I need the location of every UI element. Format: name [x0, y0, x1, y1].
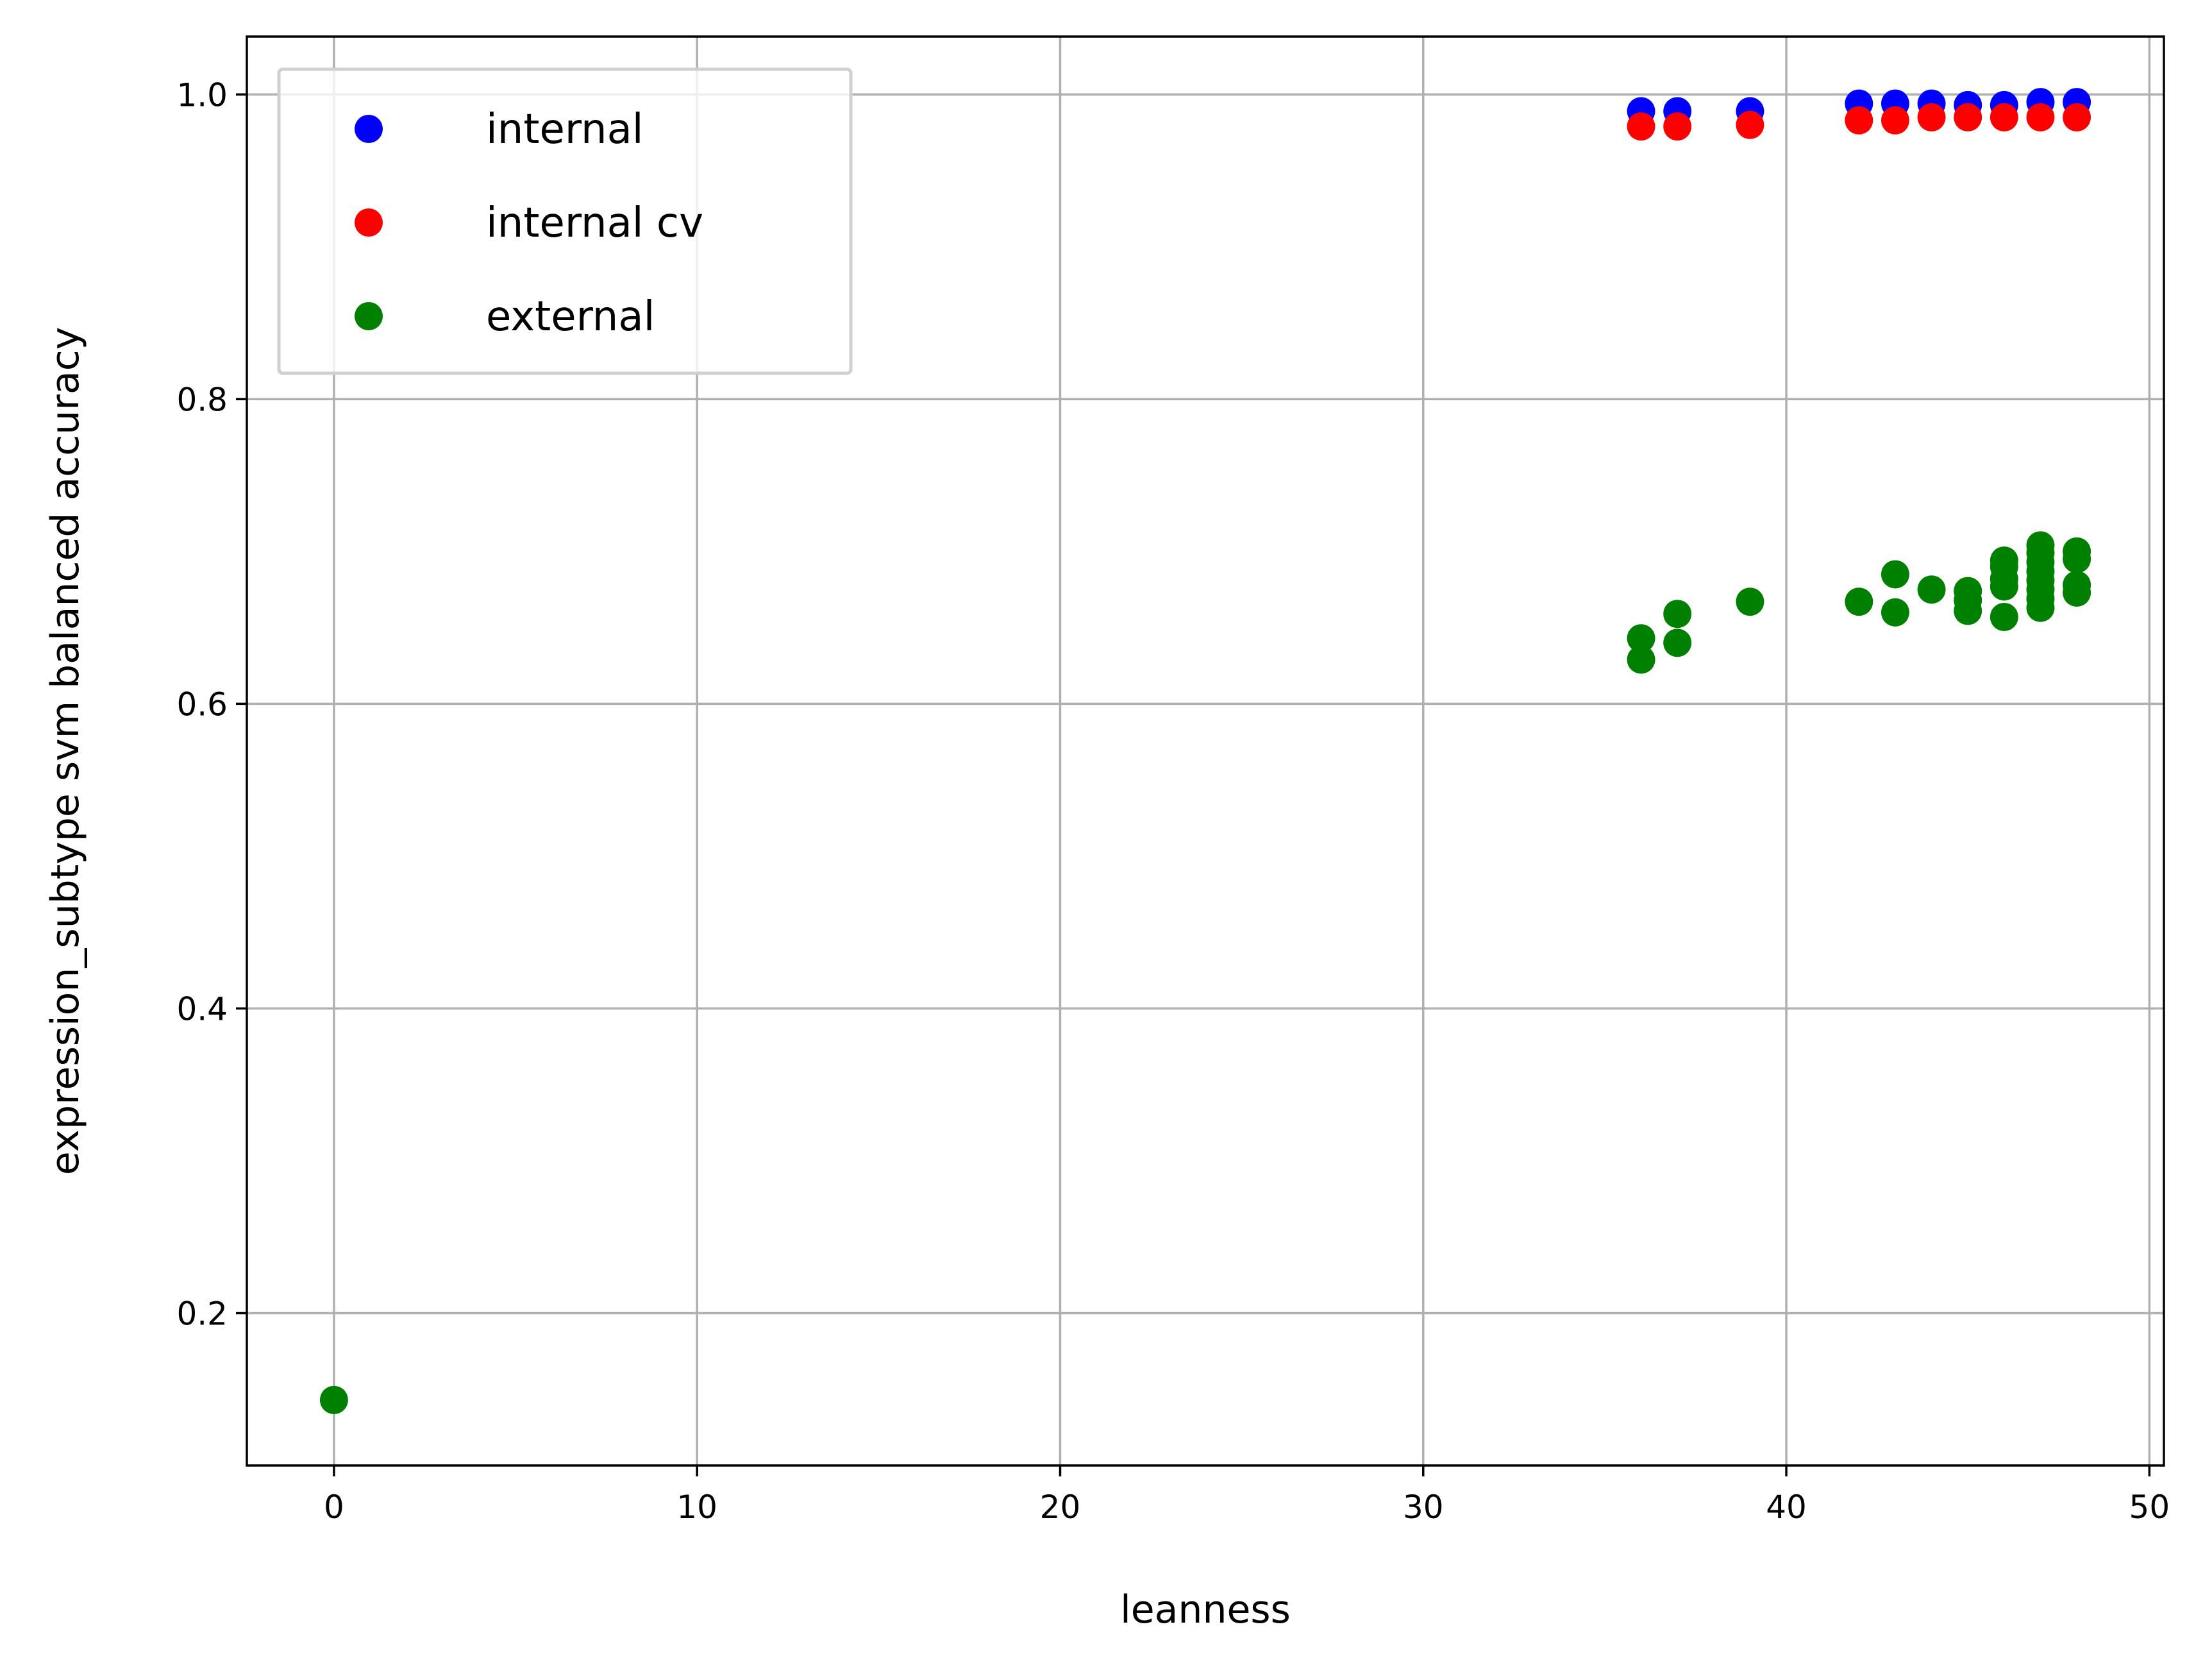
legend-label: internal	[486, 106, 644, 153]
x-tick-label: 0	[324, 1489, 344, 1526]
x-tick-label: 40	[1766, 1489, 1807, 1526]
data-point	[1881, 598, 1909, 627]
x-tick-label: 20	[1040, 1489, 1081, 1526]
data-point	[1663, 112, 1692, 141]
data-point	[1736, 587, 1764, 616]
y-tick-label: 0.2	[176, 1295, 228, 1332]
y-tick-label: 0.8	[176, 381, 228, 418]
data-point	[2063, 103, 2091, 131]
data-point	[1917, 103, 1946, 131]
legend-marker	[355, 302, 383, 330]
data-point	[1627, 112, 1655, 141]
data-point	[1881, 106, 1909, 135]
grid-lines	[247, 37, 2164, 1465]
x-tick-label: 10	[676, 1489, 717, 1526]
y-tick-label: 0.6	[176, 686, 228, 723]
data-point	[1627, 624, 1655, 653]
x-tick-label: 30	[1403, 1489, 1444, 1526]
data-point	[1663, 629, 1692, 657]
data-point	[1881, 560, 1909, 589]
data-point	[1917, 575, 1946, 604]
legend-label: external	[486, 293, 655, 341]
y-tick-label: 1.0	[176, 76, 228, 114]
legend-marker	[355, 208, 383, 237]
data-point	[1990, 103, 2018, 131]
data-point	[1627, 645, 1655, 674]
legend-box	[277, 67, 853, 375]
y-axis-title: expression_subtype svm balanced accuracy	[43, 327, 88, 1176]
x-axis-title: leanness	[1120, 1587, 1291, 1632]
legend-entry: internal cv	[355, 199, 703, 247]
data-point	[1954, 577, 1982, 605]
data-point	[1990, 546, 2018, 575]
data-point	[2063, 537, 2091, 566]
data-point	[2026, 103, 2055, 131]
legend-entry: internal	[355, 106, 644, 153]
legend-entry: external	[355, 293, 655, 341]
data-point	[2063, 571, 2091, 600]
y-tick-label: 0.4	[176, 990, 228, 1027]
data-point	[2026, 531, 2055, 560]
data-point	[1990, 602, 2018, 631]
data-point	[319, 1385, 348, 1414]
x-tick-label: 50	[2129, 1489, 2170, 1526]
data-point	[1845, 587, 1873, 616]
legend-label: internal cv	[486, 199, 703, 247]
legend: internal internal cv external	[277, 67, 853, 375]
data-point	[1845, 106, 1873, 135]
data-point	[1736, 110, 1764, 139]
series-internal-cv	[1627, 103, 2091, 141]
legend-marker	[355, 115, 383, 143]
data-points	[319, 88, 2091, 1414]
plot-area-frame	[246, 35, 2165, 1467]
axis-ticks: 0 10 20 30 40 50 0.2 0.4 0.6 0.8 1.0	[176, 76, 2170, 1526]
data-point	[1663, 600, 1692, 629]
series-external	[319, 531, 2091, 1414]
data-point	[1954, 103, 1982, 131]
